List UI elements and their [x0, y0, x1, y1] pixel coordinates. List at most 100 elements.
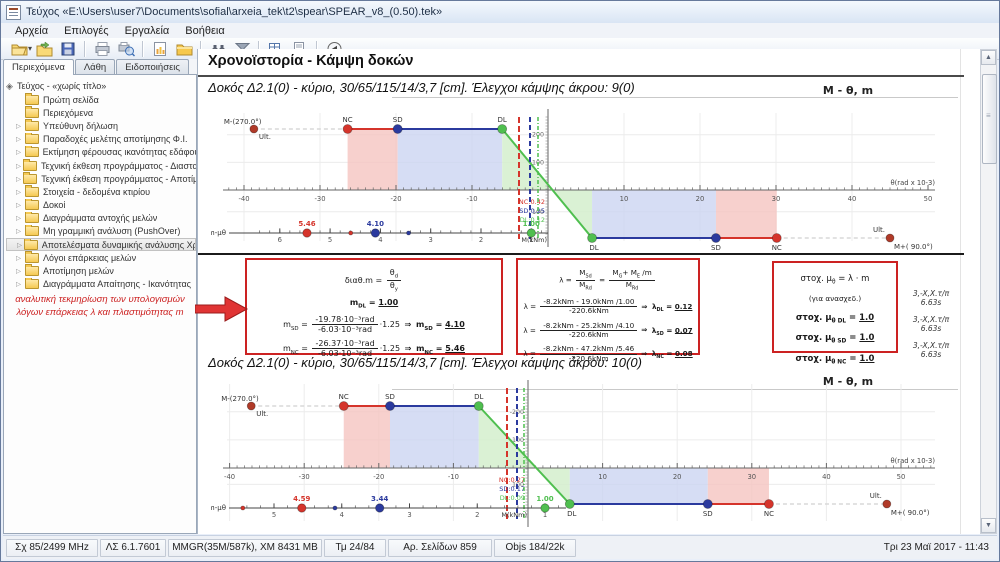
tab-notifications[interactable]: Ειδοποιήσεις	[116, 59, 189, 75]
expand-caret-icon[interactable]: ▷	[16, 149, 21, 157]
expand-caret-icon[interactable]: ▷	[16, 122, 21, 130]
folder-icon	[25, 185, 39, 197]
expand-caret-icon[interactable]: ▷	[17, 241, 22, 249]
expand-caret-icon[interactable]: ▷	[16, 254, 21, 262]
expand-caret-icon[interactable]: ▷	[16, 188, 21, 196]
folder-icon	[25, 106, 39, 118]
print-preview-icon[interactable]	[115, 39, 137, 58]
tree-item-label: Διαγράμματα Απαίτησης - Ικανότητας	[43, 279, 191, 290]
menu-tools[interactable]: Εργαλεία	[124, 24, 170, 37]
import-file-icon[interactable]	[33, 39, 55, 58]
expand-caret-icon[interactable]: ▷	[16, 175, 21, 183]
folder-icon	[24, 145, 39, 158]
red-arrow-icon	[195, 296, 249, 322]
save-icon[interactable]	[57, 39, 79, 58]
menu-help[interactable]: Βοήθεια	[185, 24, 225, 37]
svg-text:50: 50	[897, 473, 906, 481]
expand-caret-icon[interactable]: ▷	[16, 162, 21, 170]
tree-item-label: Τεχνική έκθεση προγράμματος - Αποτίμησης…	[41, 173, 196, 184]
title-rule	[198, 75, 964, 77]
tab-errors[interactable]: Λάθη	[74, 59, 116, 75]
tree-item[interactable]: ▷ Αποτελέσματα δυναμικής ανάλυσης Χρονοϊσ…	[6, 238, 196, 252]
sidebar-tabs: Περιεχόμενα Λάθη Ειδοποιήσεις	[3, 59, 190, 75]
chart-document-icon[interactable]	[149, 39, 171, 58]
toolbar-separator	[84, 40, 87, 57]
svg-text:NC: NC	[343, 116, 353, 124]
menu-files[interactable]: Αρχεία	[15, 24, 49, 37]
tree-item[interactable]: ▷ Παραδοχές μελέτης αποτίμησης Φ.Ι.	[6, 132, 196, 146]
svg-text:10: 10	[598, 473, 607, 481]
tree-item[interactable]: ▷ Στοιχεία - δεδομένα κτιρίου	[6, 185, 196, 198]
svg-text:30: 30	[747, 473, 756, 481]
svg-text:-40: -40	[238, 195, 249, 203]
menu-options[interactable]: Επιλογές	[64, 24, 109, 37]
tree-item-label: Αποτίμηση μελών	[43, 266, 114, 277]
open-file-icon[interactable]	[8, 39, 30, 58]
tree-item[interactable]: ▷ Αποτίμηση μελών	[6, 264, 196, 277]
tree-item-label: Δοκοί	[43, 200, 66, 211]
expand-caret-icon[interactable]: ▷	[16, 202, 21, 210]
toolbar-separator	[258, 40, 261, 57]
svg-text:50: 50	[924, 195, 933, 203]
lambda-formula-box: λ = MSd MRd = MG+ ME /m MRd λ = -8.2kNm - 1…	[516, 258, 700, 362]
svg-text:1: 1	[543, 511, 547, 519]
formula-line: στοχ. μθ NC = 1.0	[795, 353, 875, 366]
tree-item[interactable]: ▷ Τεχνική έκθεση προγράμματος - Αποτίμηση…	[6, 172, 196, 185]
tree-item[interactable]: ▷ Μη γραμμική ανάλυση (PushOver)	[6, 224, 196, 238]
status-cell: MMGR(35M/587k), XM 8431 MB	[168, 538, 322, 557]
print-icon[interactable]	[91, 39, 113, 58]
svg-text:20: 20	[673, 473, 682, 481]
svg-text:-20: -20	[373, 473, 384, 481]
status-datetime: Τρι 23 Μαϊ 2017 - 11:43	[883, 542, 989, 553]
expand-caret-icon[interactable]: ▷	[16, 228, 21, 236]
tree-item[interactable]: Πρώτη σελίδα	[6, 93, 196, 106]
tree-item[interactable]: ▷ Δοκοί	[6, 198, 196, 212]
tree-item[interactable]: ▷ Λόγοι επάρκειας μελών	[6, 251, 196, 264]
page-title: Χρονοϊστορία - Κάμψη δοκών	[208, 53, 414, 69]
formula-line: mDL = 1.00	[349, 297, 399, 310]
expand-caret-icon[interactable]: ▷	[16, 215, 21, 223]
tree-item[interactable]: Περιεχόμενα	[6, 106, 196, 119]
tree-root[interactable]: ◈ Τεύχος - «χωρίς τίτλο»	[6, 80, 107, 92]
svg-text:DL:0.09: DL:0.09	[500, 494, 525, 502]
scrollbar-thumb[interactable]	[982, 74, 997, 164]
status-cell: Objs 184/22k	[494, 538, 576, 557]
expand-caret-icon[interactable]: ▷	[16, 268, 21, 276]
tree-item[interactable]: ▷ Διαγράμματα Απαίτησης - Ικανότητας	[6, 277, 196, 291]
svg-text:100: 100	[532, 209, 544, 216]
scroll-down-icon[interactable]: ▼	[981, 518, 996, 533]
scroll-up-icon[interactable]: ▲	[981, 50, 996, 65]
expand-caret-icon[interactable]: ▷	[16, 136, 21, 144]
tree-item[interactable]: ▷ Υπεύθυνη δήλωση	[6, 119, 196, 132]
svg-text:M(kNm): M(kNm)	[521, 236, 547, 244]
svg-text:DL: DL	[589, 244, 598, 252]
formula-line: mNC = -26.37·10⁻³rad -6.03·10⁻³rad ·1.25 ⇒…	[283, 338, 465, 359]
svg-text:Ult.: Ult.	[870, 492, 882, 500]
formula-line: (για ανασχεδ.)	[808, 294, 862, 304]
folder-icon	[23, 158, 38, 171]
vertical-scrollbar[interactable]: ▲ ▼	[980, 49, 997, 534]
tree-item[interactable]: ▷ Διαγράμματα αντοχής μελών	[6, 211, 196, 225]
svg-text:NC:0.42: NC:0.42	[519, 198, 545, 206]
tree-item-label: Μη γραμμική ανάλυση (PushOver)	[43, 226, 181, 237]
expand-caret-icon[interactable]: ▷	[16, 281, 21, 289]
ductility-formula-box: διαθ.m = θd θy mDL = 1.00 mSD = -19.78·10⁻³…	[245, 258, 503, 359]
svg-text:20: 20	[696, 195, 705, 203]
svg-text:M(kNm): M(kNm)	[501, 511, 527, 519]
tree-item[interactable]: ▷ Τεχνική έκθεση προγράμματος - Διαστασιο…	[6, 158, 196, 172]
title-bar[interactable]: Τεύχος «E:\Users\user7\Documents\sofial\…	[1, 1, 999, 24]
chart-1-title: M - θ, m	[822, 84, 874, 97]
svg-text:30: 30	[772, 195, 781, 203]
svg-text:-200: -200	[530, 132, 544, 139]
chart-2-title: M - θ, m	[822, 375, 874, 388]
svg-text:40: 40	[848, 195, 857, 203]
tree-item[interactable]: ▷ Εκτίμηση φέρουσας ικανότητας εδάφους	[6, 145, 196, 159]
annotation-line1: αναλυτική τεκμηρίωση των υπολογισμών	[15, 294, 185, 305]
folder-icon[interactable]	[173, 39, 195, 58]
contents-tree-panel: ◈ Τεύχος - «χωρίς τίτλο» Πρώτη σελίδα Περ…	[3, 74, 197, 534]
tree-item-label: Εκτίμηση φέρουσας ικανότητας εδάφους	[42, 147, 196, 158]
open-dropdown-icon[interactable]: ▾	[28, 44, 33, 53]
tab-contents[interactable]: Περιεχόμενα	[3, 59, 74, 75]
svg-text:θ(rad x 10-3): θ(rad x 10-3)	[890, 457, 935, 465]
